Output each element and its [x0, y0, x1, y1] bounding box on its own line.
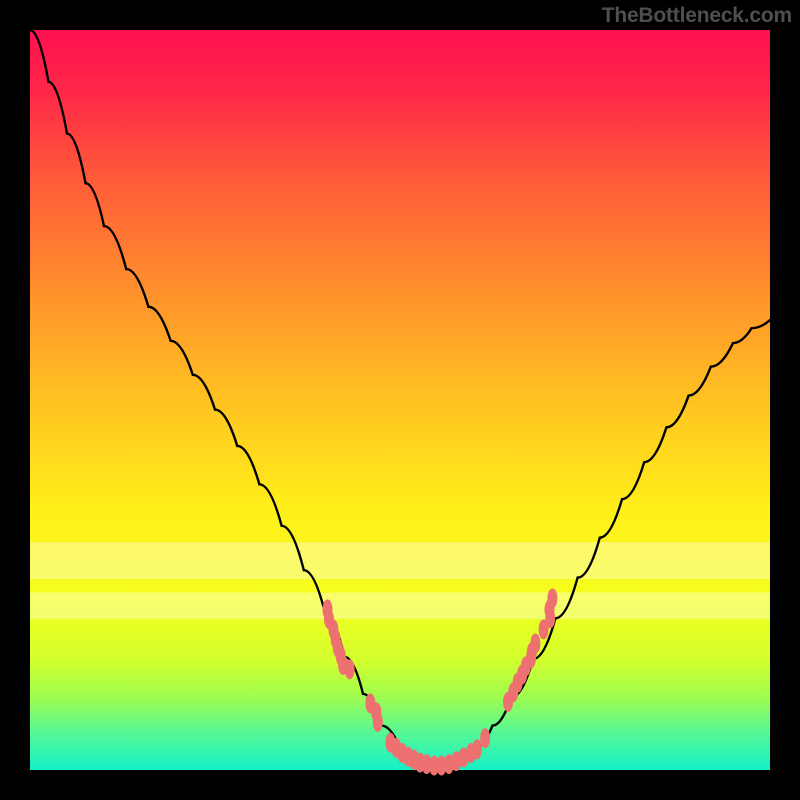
marker-point [548, 589, 557, 608]
plot-area [30, 30, 770, 775]
chart-svg [0, 0, 800, 800]
highlight-band-0 [30, 542, 770, 579]
watermark-text: TheBottleneck.com [602, 4, 792, 28]
highlight-band-1 [30, 592, 770, 619]
marker-point [345, 660, 354, 679]
chart-stage: TheBottleneck.com [0, 0, 800, 800]
marker-point [373, 712, 382, 731]
marker-point [531, 634, 540, 653]
marker-point [481, 729, 490, 748]
gradient-background [30, 30, 770, 770]
marker-point [472, 740, 481, 759]
